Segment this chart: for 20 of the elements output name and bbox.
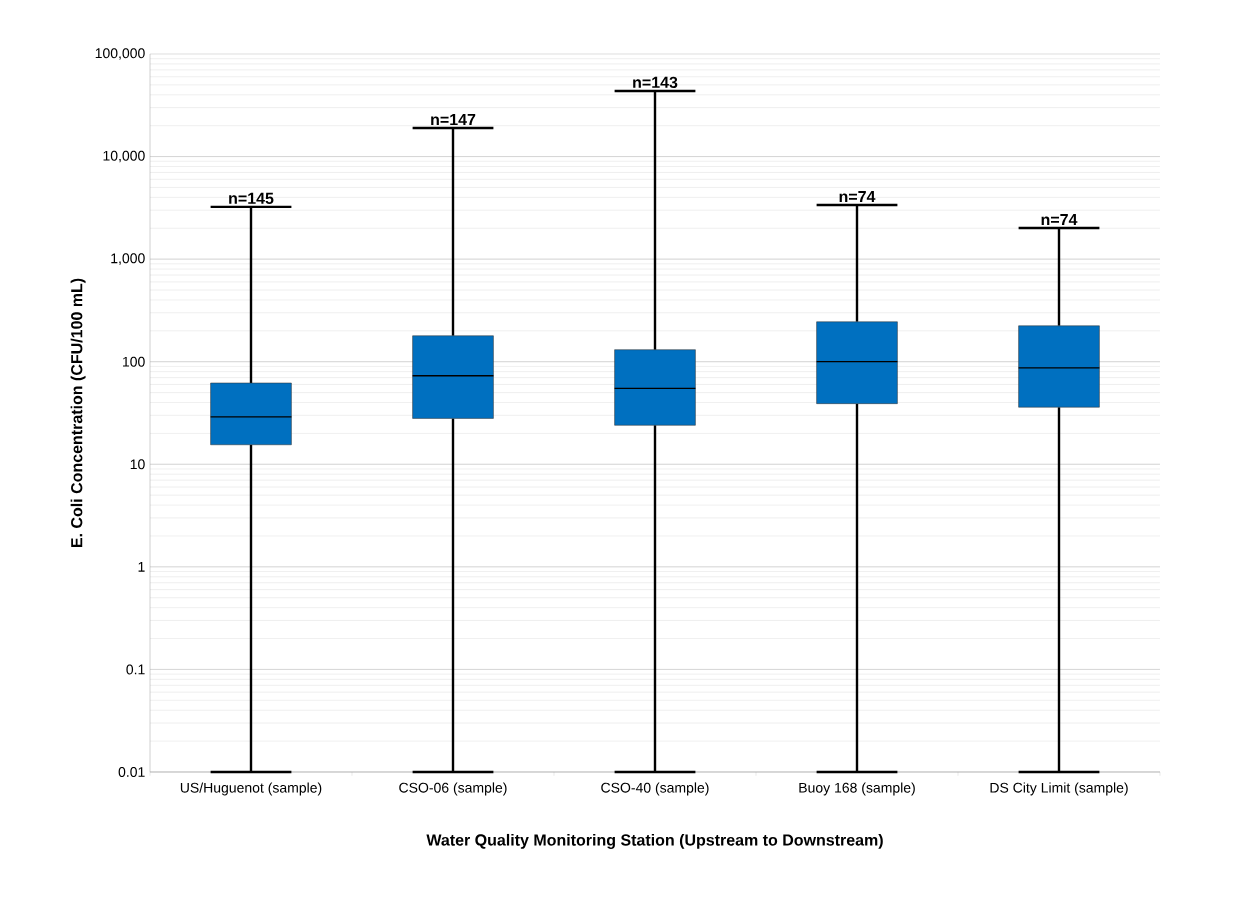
- annotation: n=74: [1041, 214, 1078, 226]
- x-tick-label: CSO-06 (sample): [399, 782, 507, 796]
- y-tick-label: 1: [138, 562, 145, 572]
- y-tick-label: 0.1: [126, 664, 145, 675]
- y-tick-label: 10,000: [103, 150, 145, 163]
- x-tick-label: US/Huguenot (sample): [180, 782, 322, 796]
- y-tick-label: 100: [123, 356, 145, 367]
- annotation: n=143: [633, 76, 678, 89]
- y-axis-title: E. Coli Concentration (CFU/100 mL): [70, 278, 86, 548]
- x-tick-label: DS City Limit (sample): [990, 782, 1128, 796]
- y-tick-label: 10: [130, 459, 145, 470]
- x-tick-label: Buoy 168 (sample): [799, 782, 915, 796]
- y-tick-label: 1,000: [111, 253, 145, 265]
- annotation: n=145: [229, 192, 274, 204]
- x-tick-label: CSO-40 (sample): [601, 782, 709, 796]
- annotation: n=74: [839, 191, 876, 203]
- x-axis-title: Water Quality Monitoring Station (Upstream to Downstream): [426, 833, 883, 849]
- y-tick-label: 0.01: [118, 767, 145, 777]
- annotation: n=147: [431, 114, 476, 126]
- y-tick-label: 100,000: [95, 48, 145, 60]
